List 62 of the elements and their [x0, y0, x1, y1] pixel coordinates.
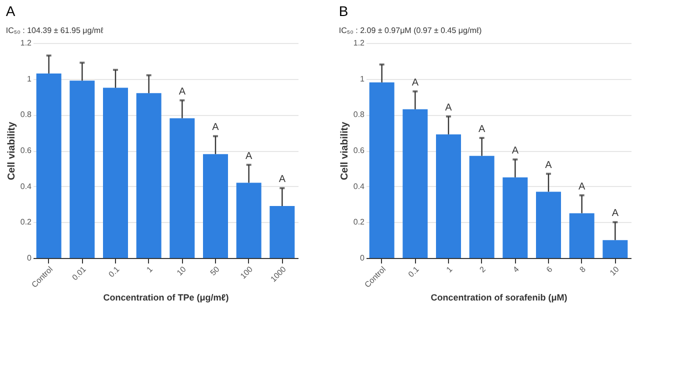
bar — [436, 134, 461, 258]
bar — [136, 93, 162, 258]
x-tick-label: 10 — [175, 264, 188, 278]
annotation: A — [445, 102, 452, 114]
y-tick-label: 0 — [360, 254, 366, 262]
x-tick-label: 50 — [208, 264, 222, 278]
x-tick-label: 10 — [608, 264, 622, 278]
bar — [569, 213, 594, 258]
x-tick-label: 0.1 — [406, 264, 422, 280]
chart-title: B — [338, 3, 348, 19]
y-tick-label: 0.4 — [20, 182, 32, 191]
x-tick-label: 2 — [478, 264, 488, 274]
bar — [402, 109, 428, 258]
x-tick-label: 0.01 — [70, 264, 88, 282]
x-axis-title: Concentration of TPe (μg/mℓ) — [103, 292, 229, 302]
annotation: A — [212, 122, 220, 134]
bar — [36, 73, 62, 258]
y-tick-label: 0.2 — [353, 218, 366, 227]
bar — [270, 206, 295, 258]
x-tick-label: 1 — [144, 264, 155, 274]
y-axis-title: Cell viability — [6, 121, 18, 180]
bar — [502, 177, 528, 258]
bar — [203, 154, 228, 258]
annotation: A — [178, 86, 186, 98]
x-tick-label: 0.1 — [106, 264, 122, 280]
annotation: A — [278, 174, 286, 186]
annotation: A — [412, 77, 419, 88]
bar — [236, 182, 262, 258]
bar — [369, 82, 394, 258]
chart-subtitle: IC₅₀ : 2.09 ± 0.97μM (0.97 ± 0.45 μg/mℓ) — [338, 26, 482, 35]
bar — [469, 156, 494, 258]
y-tick-label: 0.8 — [353, 110, 366, 120]
x-tick-label: 4 — [511, 264, 522, 274]
y-tick-label: 0.4 — [353, 182, 366, 191]
bar — [536, 192, 561, 258]
y-tick-label: 0.2 — [20, 218, 32, 227]
chart-subtitle: IC₅₀ : 104.39 ± 61.95 μg/mℓ — [6, 26, 104, 35]
bar — [170, 118, 195, 258]
annotation: A — [512, 145, 519, 156]
y-tick-label: 1 — [360, 74, 366, 84]
chart-title: A — [6, 3, 16, 19]
annotation: A — [545, 160, 552, 171]
bar — [103, 88, 128, 258]
y-axis-title: Cell viability — [339, 121, 350, 180]
y-tick-label: 0.8 — [20, 110, 32, 120]
y-tick-label: 1.2 — [353, 38, 366, 48]
bar — [70, 80, 95, 258]
y-tick-label: 0.6 — [353, 146, 366, 155]
y-tick-label: 1.2 — [20, 38, 32, 48]
annotation: A — [245, 150, 252, 162]
annotation: A — [578, 181, 586, 192]
bar — [602, 240, 628, 258]
y-tick-label: 0 — [27, 254, 32, 262]
x-tick-label: 1 — [444, 264, 455, 274]
y-tick-label: 0.6 — [20, 146, 32, 155]
x-axis-title: Concentration of sorafenib (μM) — [430, 292, 568, 302]
x-tick-label: 100 — [238, 264, 255, 281]
annotation: A — [478, 124, 486, 135]
annotation: A — [612, 208, 619, 220]
x-tick-label: 8 — [578, 264, 588, 274]
x-tick-label: 6 — [544, 264, 555, 274]
y-tick-label: 1 — [27, 74, 32, 84]
